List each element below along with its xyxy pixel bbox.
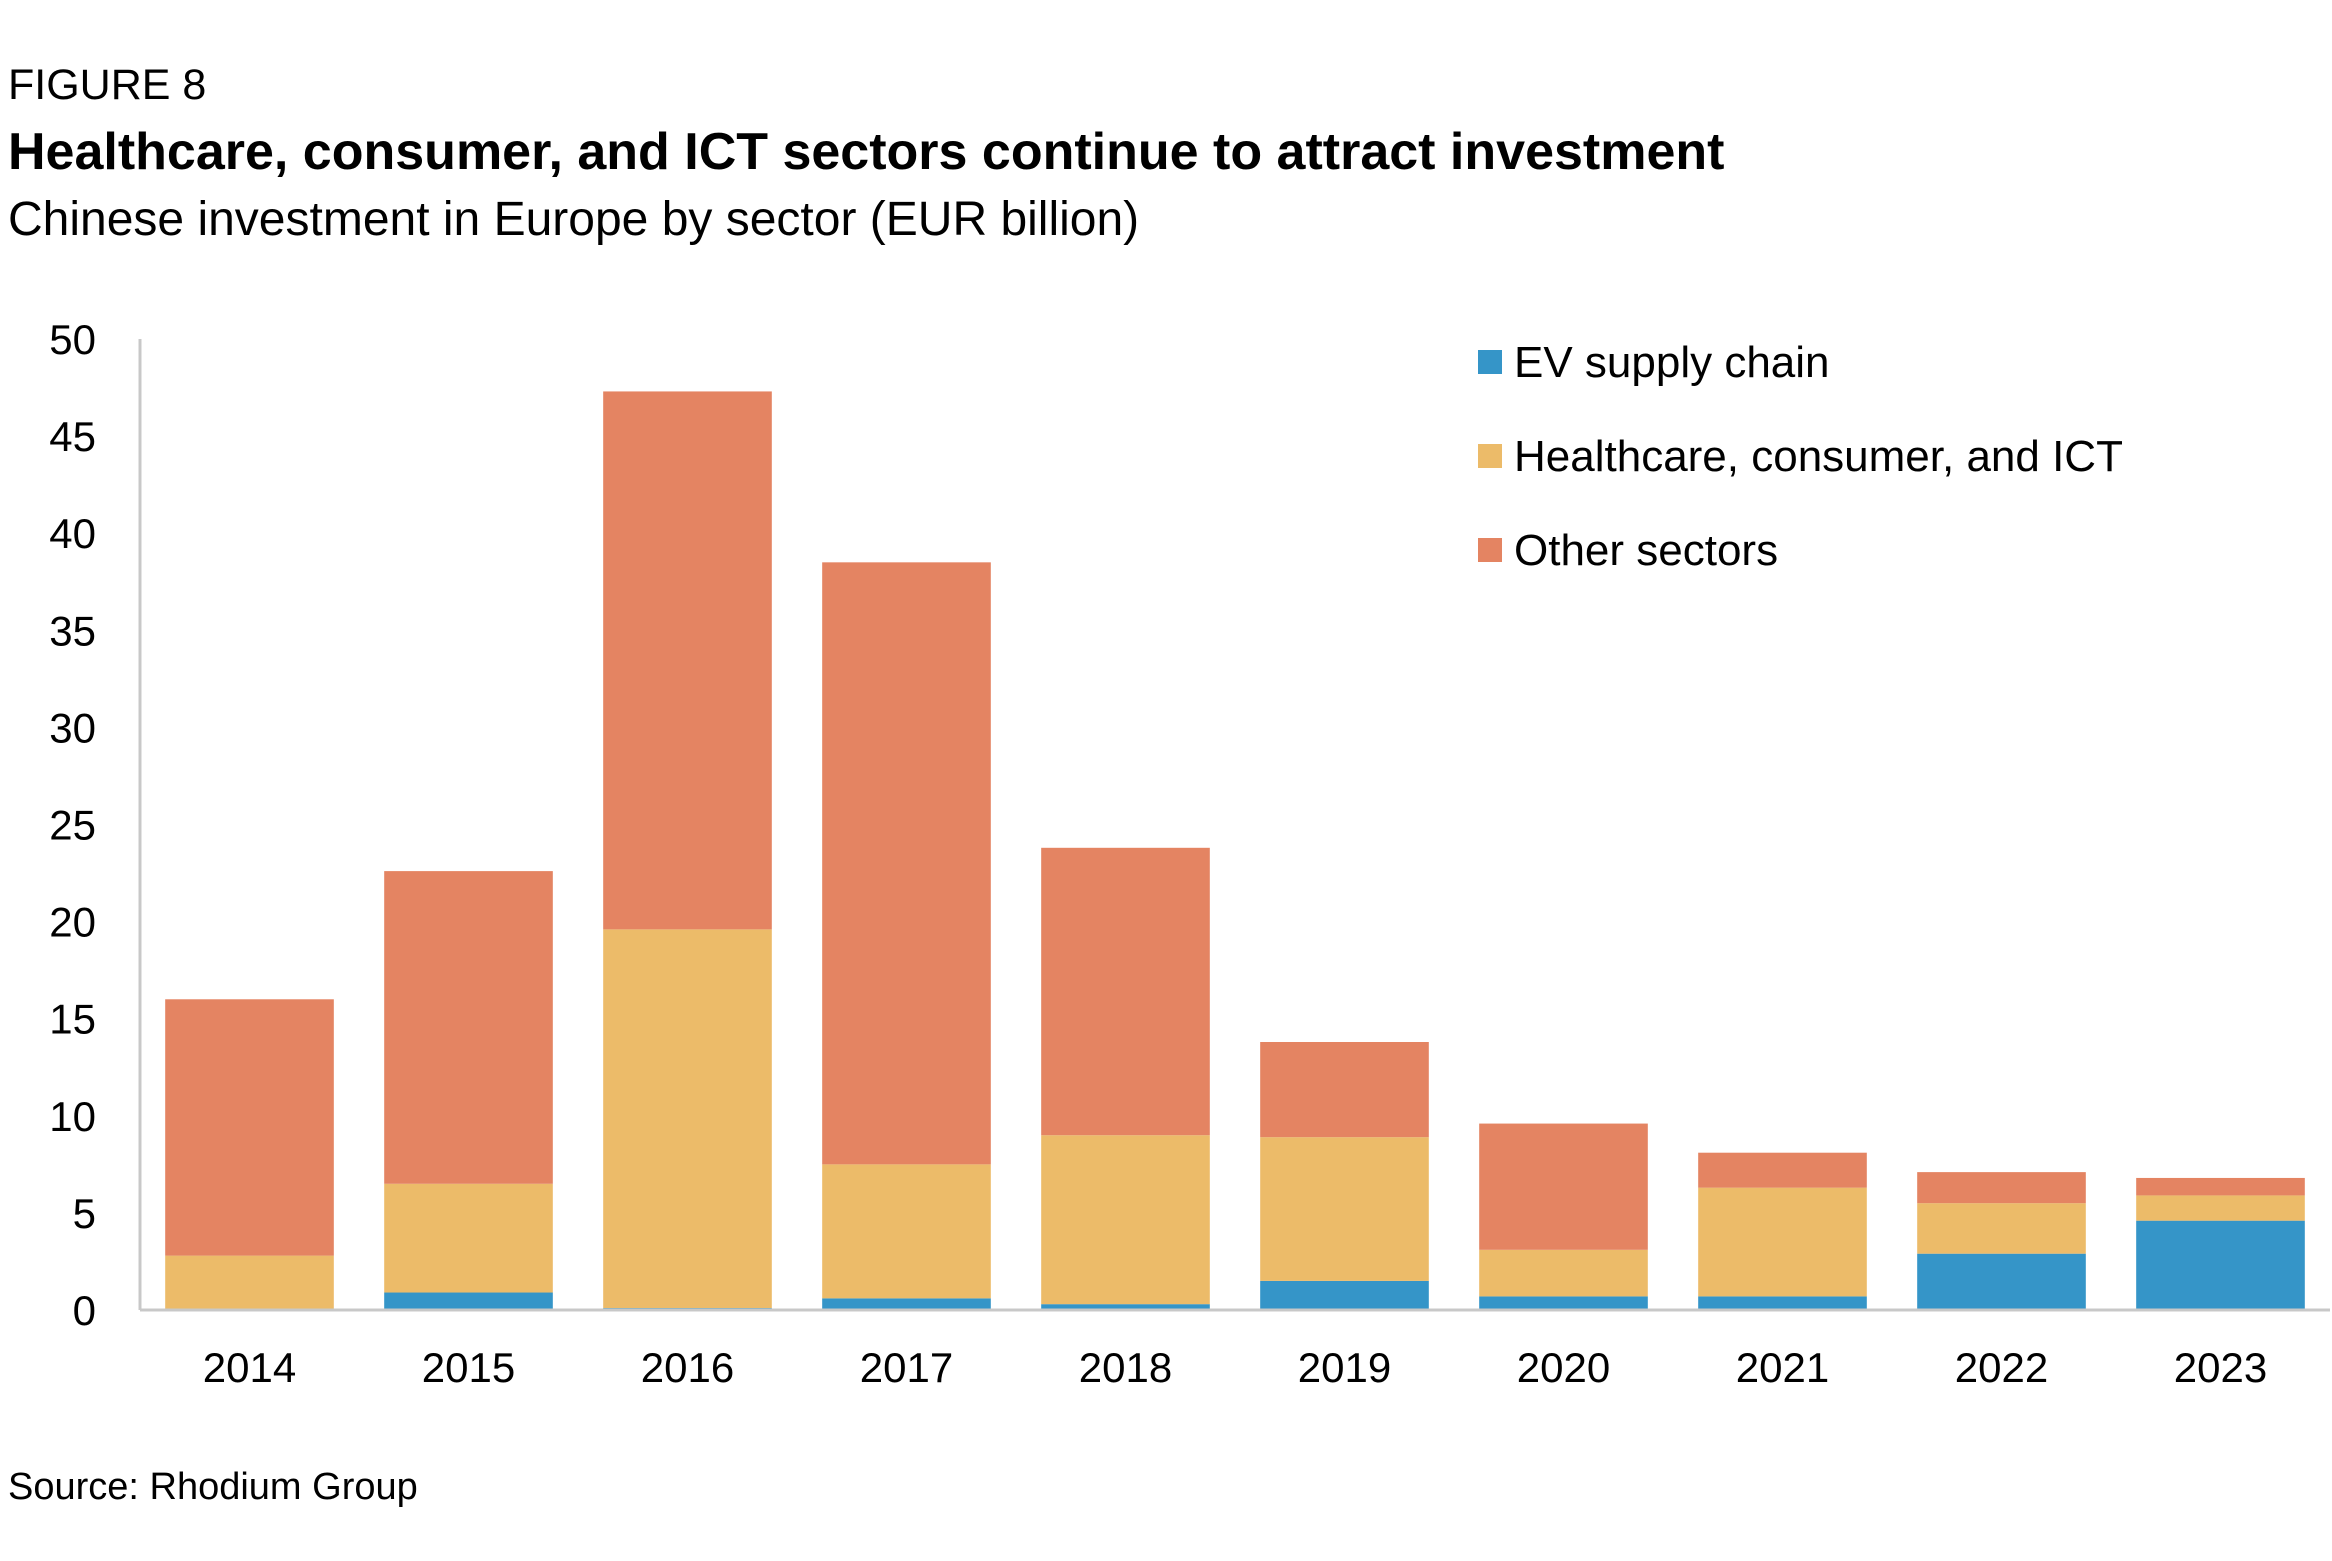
bar-segment-healthcare-consumer-and-ict-2022 xyxy=(1917,1203,2086,1254)
bar-segment-ev-supply-chain-2015 xyxy=(384,1292,553,1310)
bar-segment-ev-supply-chain-2017 xyxy=(822,1298,991,1310)
bar-segment-healthcare-consumer-and-ict-2014 xyxy=(165,1255,334,1310)
bar-segment-healthcare-consumer-and-ict-2016 xyxy=(603,929,772,1309)
bar-segment-other-sectors-2018 xyxy=(1041,847,1210,1136)
bar-segment-ev-supply-chain-2019 xyxy=(1260,1280,1429,1310)
bar-segment-other-sectors-2015 xyxy=(384,871,553,1184)
y-tick-label: 25 xyxy=(49,802,96,849)
x-tick-label: 2014 xyxy=(203,1344,296,1391)
bar-segment-healthcare-consumer-and-ict-2015 xyxy=(384,1183,553,1293)
y-tick-label: 35 xyxy=(49,607,96,654)
figure-label: FIGURE 8 xyxy=(8,61,207,109)
y-tick-label: 40 xyxy=(49,510,96,557)
y-tick-label: 30 xyxy=(49,704,96,751)
axes-group: 2014 2015 2016 2017 2018 2019 2020 2021 2022 2023… xyxy=(49,316,2330,1391)
x-tick-label: 2023 xyxy=(2174,1344,2267,1391)
y-tick-label: 10 xyxy=(49,1093,96,1140)
chart-subtitle: Chinese investment in Europe by sector (… xyxy=(8,193,1140,246)
bar-segment-other-sectors-2023 xyxy=(2136,1177,2305,1196)
x-tick-label: 2021 xyxy=(1736,1344,1829,1391)
bar-segment-other-sectors-2022 xyxy=(1917,1172,2086,1204)
bar-segment-ev-supply-chain-2021 xyxy=(1698,1296,1867,1310)
legend-swatch-other-sectors xyxy=(1478,538,1502,562)
y-tick-label: 0 xyxy=(73,1287,96,1334)
bar-segment-healthcare-consumer-and-ict-2023 xyxy=(2136,1195,2305,1221)
bar-segment-healthcare-consumer-and-ict-2017 xyxy=(822,1164,991,1299)
legend-label-ev-supply-chain: EV supply chain xyxy=(1514,338,1830,387)
bar-segment-other-sectors-2020 xyxy=(1479,1123,1648,1250)
legend-label-healthcare-consumer-and-ict: Healthcare, consumer, and ICT xyxy=(1514,432,2123,481)
legend-swatch-healthcare-consumer-and-ict xyxy=(1478,444,1502,468)
bar-segment-other-sectors-2017 xyxy=(822,562,991,1165)
y-tick-label: 20 xyxy=(49,899,96,946)
y-tick-label: 45 xyxy=(49,413,96,460)
legend-label-other-sectors: Other sectors xyxy=(1514,526,1778,575)
bar-segment-other-sectors-2016 xyxy=(603,391,772,930)
legend: EV supply chain Healthcare, consumer, and… xyxy=(1478,338,2123,575)
y-tick-label: 50 xyxy=(49,316,96,363)
x-tick-label: 2020 xyxy=(1517,1344,1610,1391)
x-tick-label: 2022 xyxy=(1955,1344,2048,1391)
source-note: Source: Rhodium Group xyxy=(8,1466,418,1508)
bar-segment-other-sectors-2021 xyxy=(1698,1152,1867,1188)
x-tick-label: 2018 xyxy=(1079,1344,1172,1391)
y-tick-label: 15 xyxy=(49,996,96,1043)
x-tick-label: 2019 xyxy=(1298,1344,1391,1391)
bar-segment-ev-supply-chain-2020 xyxy=(1479,1296,1648,1310)
bar-segment-other-sectors-2019 xyxy=(1260,1042,1429,1138)
bar-segment-healthcare-consumer-and-ict-2020 xyxy=(1479,1249,1648,1297)
y-tick-label: 5 xyxy=(73,1190,96,1237)
x-tick-label: 2016 xyxy=(641,1344,734,1391)
x-tick-label: 2015 xyxy=(422,1344,515,1391)
x-tick-label: 2017 xyxy=(860,1344,953,1391)
legend-swatch-ev-supply-chain xyxy=(1478,350,1502,374)
bar-segment-ev-supply-chain-2022 xyxy=(1917,1253,2086,1310)
bars-group xyxy=(165,391,2305,1310)
bar-segment-ev-supply-chain-2023 xyxy=(2136,1220,2305,1310)
chart-title: Healthcare, consumer, and ICT sectors co… xyxy=(8,123,1725,181)
bar-segment-healthcare-consumer-and-ict-2018 xyxy=(1041,1135,1210,1305)
bar-segment-ev-supply-chain-2018 xyxy=(1041,1304,1210,1310)
bar-segment-healthcare-consumer-and-ict-2021 xyxy=(1698,1187,1867,1297)
bar-segment-healthcare-consumer-and-ict-2019 xyxy=(1260,1137,1429,1281)
bar-segment-other-sectors-2014 xyxy=(165,999,334,1256)
